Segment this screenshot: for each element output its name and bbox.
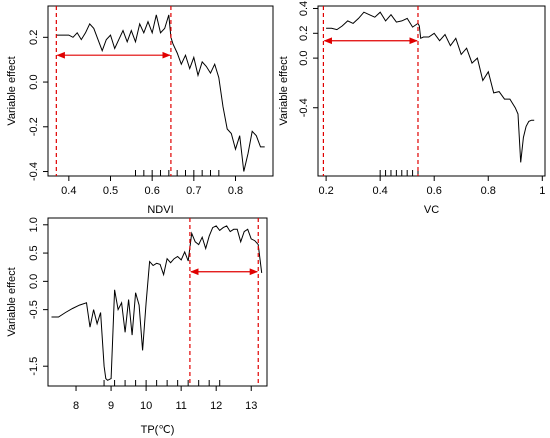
y-tick-label: 0.2 [28,30,40,45]
x-tick-label: 0.4 [373,185,388,197]
x-tick-label: 0.6 [145,185,160,197]
x-tick-label: 0.6 [427,185,442,197]
chart-panel-2: 0.2 0.4 0.6 0.8 1 -0.4 0.0 0.2 0.4 VC Variable eff… [278,1,546,216]
y-tick-label: -0.4 [28,162,40,181]
y-tick-label: -1.5 [28,357,40,376]
series-line [56,14,265,172]
chart-panel-1: 0.4 0.5 0.6 0.7 0.8 -0.4 -0.2 0.0 0.2 NDVI Variabl… [6,5,274,216]
y-tick-label: -0.4 [298,98,310,117]
y-tick-label: 0.0 [28,274,40,289]
y-tick-label: -0.5 [28,300,40,319]
y-tick-label: 0.5 [28,245,40,260]
plot-frame [47,217,268,387]
y-axis-title: Variable effect [278,56,290,125]
x-tick-label: 10 [140,400,152,412]
x-tick-label: 9 [108,400,114,412]
y-axis-title: Variable effect [6,267,18,336]
plot-frame [317,5,546,177]
x-tick-label: 0.5 [103,185,118,197]
x-tick-label: 8 [73,400,79,412]
x-axis-title: NDVI [147,204,173,216]
y-tick-label: 0.0 [298,50,310,65]
x-tick-label: 13 [245,400,257,412]
y-tick-label: 0.4 [298,1,310,16]
x-axis-title: TP(℃) [141,424,175,436]
x-tick-label: 0.8 [228,185,243,197]
x-tick-label: 0.4 [61,185,76,197]
x-tick-label: 0.7 [186,185,201,197]
y-tick-label: -0.2 [28,117,40,136]
series-line [326,11,535,163]
x-tick-label: 11 [175,400,186,412]
chart-panel-3: 8 9 10 11 12 13 -1.5 -0.5 0.0 0.5 1.0 TP(℃) Variable… [6,217,268,436]
y-tick-label: 0.0 [28,74,40,89]
x-tick-label: 1 [539,185,545,197]
y-axis-title: Variable effect [6,56,18,125]
x-tick-label: 0.2 [318,185,333,197]
x-tick-label: 12 [210,400,222,412]
y-tick-label: 1.0 [28,217,40,232]
x-tick-label: 0.8 [481,185,496,197]
series-line [51,225,263,381]
x-axis-title: VC [424,204,439,216]
y-tick-label: 0.2 [298,26,310,41]
